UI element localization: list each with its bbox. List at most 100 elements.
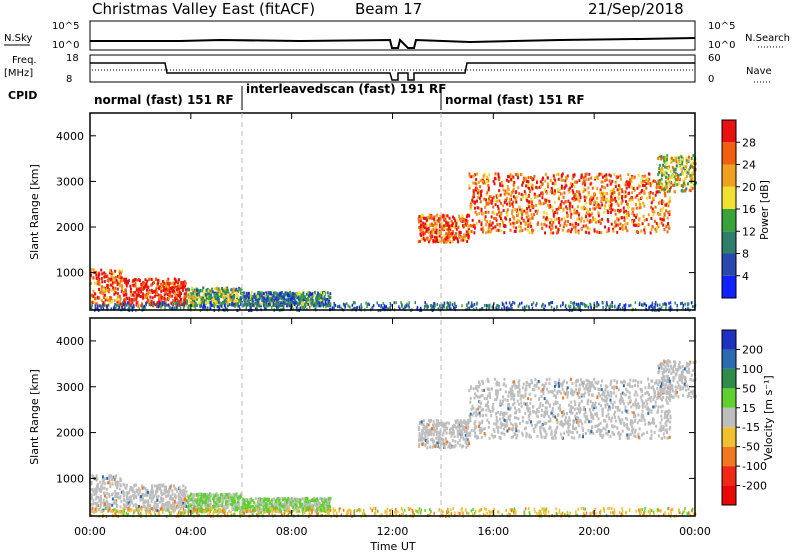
power-cell	[131, 279, 134, 283]
power-cell	[567, 199, 570, 203]
y-tick-label: 4000	[56, 130, 84, 143]
power-cell	[681, 188, 684, 192]
power-cell	[569, 186, 572, 190]
power-cell	[290, 294, 293, 298]
power-cell	[619, 227, 622, 231]
velocity-cell	[171, 501, 174, 505]
power-cell	[203, 304, 205, 308]
velocity-cell	[165, 507, 168, 511]
power-cell	[446, 222, 449, 226]
power-cell	[326, 304, 329, 308]
velocity-cell	[99, 503, 102, 507]
power-cell	[140, 290, 143, 294]
power-cell	[273, 298, 276, 302]
velocity-cell	[215, 505, 218, 509]
velocity-cell	[114, 494, 117, 498]
power-cell	[408, 301, 411, 305]
power-cell	[500, 213, 503, 217]
power-cell	[555, 207, 558, 211]
power-cell	[691, 304, 694, 308]
velocity-cell	[159, 486, 162, 490]
power-cell	[585, 207, 588, 211]
power-cell	[651, 302, 654, 306]
power-cell	[125, 284, 128, 288]
velocity-cell	[319, 497, 322, 501]
power-cell	[274, 300, 277, 304]
power-cell	[690, 180, 693, 184]
power-cell	[643, 174, 646, 178]
power-cell	[573, 180, 576, 184]
power-cell	[689, 164, 692, 168]
power-cell	[303, 295, 306, 299]
power-cell	[477, 189, 480, 193]
power-cell	[638, 206, 641, 210]
power-cell	[659, 189, 662, 193]
power-cell	[131, 283, 134, 287]
velocity-cell	[283, 508, 286, 512]
power-cell	[499, 217, 502, 221]
power-cell	[216, 305, 219, 309]
power-cell	[395, 301, 397, 305]
power-cell	[584, 304, 586, 308]
power-cell	[597, 211, 600, 215]
power-cell	[609, 198, 612, 202]
power-cell	[573, 173, 576, 177]
power-cell	[574, 230, 577, 234]
power-cell	[548, 199, 551, 203]
velocity-cell	[208, 504, 211, 508]
power-cell	[106, 289, 109, 293]
power-cell	[609, 174, 612, 178]
power-cell	[135, 288, 138, 292]
power-cell	[502, 209, 505, 213]
velocity-cell	[110, 493, 113, 497]
power-cell	[634, 300, 637, 304]
power-cell	[296, 306, 299, 310]
power-cell	[591, 186, 594, 190]
velocity-cell	[295, 499, 298, 503]
power-cell	[610, 222, 613, 226]
power-cell	[244, 298, 247, 302]
power-cell	[538, 199, 541, 203]
velocity-cell	[233, 494, 236, 498]
power-cell	[587, 186, 590, 190]
power-cell	[631, 176, 634, 180]
power-cell	[322, 297, 325, 301]
power-cell	[634, 203, 637, 207]
velocity-cell	[232, 494, 235, 498]
velocity-cell	[194, 505, 197, 509]
power-cell	[544, 304, 546, 308]
power-cell	[578, 190, 581, 194]
power-cell	[650, 181, 653, 185]
power-cell	[594, 217, 597, 221]
power-cell	[248, 302, 251, 306]
power-cell	[157, 278, 160, 282]
power-cell	[606, 192, 609, 196]
power-cell	[125, 303, 128, 307]
power-cell	[495, 218, 498, 222]
velocity-cell	[144, 499, 147, 503]
power-cell	[175, 280, 178, 284]
velocity-cell	[253, 501, 256, 505]
power-cell	[563, 191, 566, 195]
velocity-cell	[181, 500, 184, 504]
velocity-cell	[237, 498, 240, 502]
power-cell	[545, 189, 548, 193]
power-cell	[601, 203, 604, 207]
power-cell	[644, 302, 646, 306]
power-cell	[264, 307, 266, 311]
power-cell	[178, 295, 181, 299]
power-cell	[540, 191, 543, 195]
power-cell	[182, 296, 185, 300]
power-cell	[608, 204, 611, 208]
velocity-cell	[185, 505, 188, 509]
power-cell	[615, 223, 618, 227]
power-cell	[641, 222, 644, 226]
power-cell	[617, 218, 620, 222]
velocity-cell	[272, 508, 275, 512]
velocity-cell	[215, 495, 218, 499]
power-cell	[92, 276, 95, 280]
power-cell	[431, 235, 434, 239]
velocity-cell	[214, 503, 217, 507]
power-cell	[692, 165, 695, 169]
power-cell	[555, 217, 558, 221]
